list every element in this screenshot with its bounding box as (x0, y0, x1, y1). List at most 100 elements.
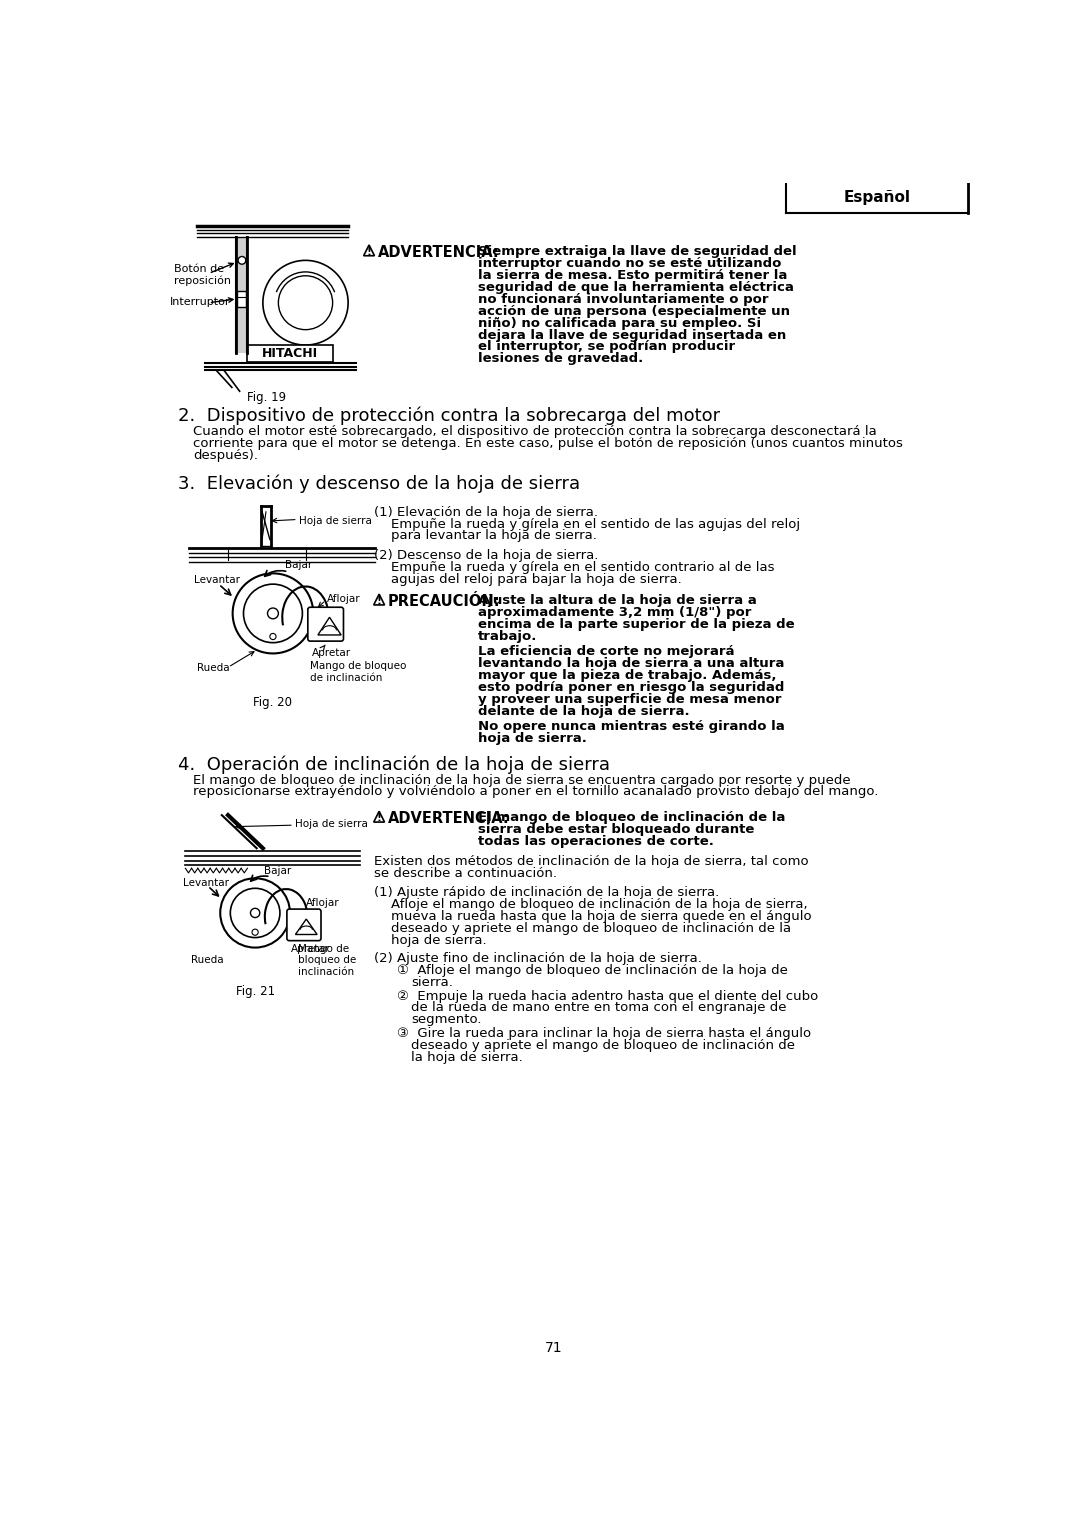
Text: HITACHI: HITACHI (262, 347, 319, 361)
Text: Levantar: Levantar (183, 879, 229, 888)
Text: delante de la hoja de sierra.: delante de la hoja de sierra. (478, 704, 690, 718)
Text: la hoja de sierra.: la hoja de sierra. (410, 1051, 523, 1063)
Text: Cuando el motor esté sobrecargado, el dispositivo de protección contra la sobrec: Cuando el motor esté sobrecargado, el di… (193, 425, 877, 439)
Text: todas las operaciones de corte.: todas las operaciones de corte. (478, 836, 714, 848)
Text: ADVERTENCIA:: ADVERTENCIA: (378, 244, 499, 260)
Polygon shape (318, 617, 341, 636)
Text: lesiones de gravedad.: lesiones de gravedad. (478, 353, 644, 365)
Text: no funcionará involuntariamente o por: no funcionará involuntariamente o por (478, 293, 769, 306)
Circle shape (279, 275, 333, 330)
Text: Español: Español (843, 191, 910, 205)
Text: para levantar la hoja de sierra.: para levantar la hoja de sierra. (391, 530, 596, 542)
Text: sierra debe estar bloqueado durante: sierra debe estar bloqueado durante (478, 824, 755, 836)
Text: hoja de sierra.: hoja de sierra. (391, 934, 486, 947)
Text: hoja de sierra.: hoja de sierra. (478, 732, 588, 744)
Text: !: ! (377, 596, 381, 605)
Bar (238, 292, 246, 307)
Text: Hoja de sierra: Hoja de sierra (296, 819, 368, 830)
Text: se describe a continuación.: se describe a continuación. (374, 866, 556, 880)
Circle shape (238, 257, 246, 264)
Text: Empuñe la rueda y gírela en el sentido de las agujas del reloj: Empuñe la rueda y gírela en el sentido d… (391, 518, 800, 530)
Circle shape (252, 929, 258, 935)
Polygon shape (296, 920, 318, 935)
Text: ①  Afloje el mango de bloqueo de inclinación de la hoja de: ① Afloje el mango de bloqueo de inclinac… (397, 964, 787, 976)
Text: Mango de bloqueo
de inclinación: Mango de bloqueo de inclinación (310, 662, 406, 683)
Text: aproximadamente 3,2 mm (1/8") por: aproximadamente 3,2 mm (1/8") por (478, 607, 752, 619)
Text: de la rueda de mano entre en toma con el engranaje de: de la rueda de mano entre en toma con el… (410, 1001, 786, 1015)
Text: agujas del reloj para bajar la hoja de sierra.: agujas del reloj para bajar la hoja de s… (391, 573, 681, 585)
Text: Fig. 20: Fig. 20 (254, 695, 293, 709)
Text: Apretar: Apretar (291, 944, 329, 953)
Text: (1) Elevación de la hoja de sierra.: (1) Elevación de la hoja de sierra. (374, 506, 597, 518)
Text: esto podría poner en riesgo la seguridad: esto podría poner en riesgo la seguridad (478, 681, 785, 694)
Text: Hoja de sierra: Hoja de sierra (299, 515, 373, 526)
Text: 71: 71 (544, 1340, 563, 1355)
Text: !: ! (377, 813, 381, 824)
Text: Rueda: Rueda (191, 955, 224, 966)
Text: (2) Ajuste fino de inclinación de la hoja de sierra.: (2) Ajuste fino de inclinación de la hoj… (374, 952, 702, 966)
Bar (235, 237, 247, 353)
Text: Fig. 19: Fig. 19 (247, 391, 286, 405)
Text: interruptor cuando no se esté utilizando: interruptor cuando no se esté utilizando (478, 257, 782, 270)
Text: acción de una persona (especialmente un: acción de una persona (especialmente un (478, 304, 791, 318)
FancyBboxPatch shape (287, 909, 321, 941)
Text: Fig. 21: Fig. 21 (235, 984, 274, 998)
Circle shape (230, 888, 280, 938)
Text: Rueda: Rueda (197, 663, 230, 672)
Text: seguridad de que la herramienta eléctrica: seguridad de que la herramienta eléctric… (478, 281, 794, 293)
Text: Aflojar: Aflojar (327, 594, 361, 604)
Text: Mango de
bloqueo de
inclinación: Mango de bloqueo de inclinación (298, 944, 356, 976)
Text: deseado y apriete el mango de bloqueo de inclinación de: deseado y apriete el mango de bloqueo de… (410, 1039, 795, 1051)
Text: Botón de
reposición: Botón de reposición (174, 264, 231, 286)
Circle shape (251, 908, 260, 917)
Text: dejara la llave de seguridad insertada en: dejara la llave de seguridad insertada e… (478, 329, 786, 341)
Text: niño) no calificada para su empleo. Si: niño) no calificada para su empleo. Si (478, 316, 761, 330)
Polygon shape (374, 811, 384, 822)
Text: sierra.: sierra. (410, 976, 453, 989)
Text: el interruptor, se podrían producir: el interruptor, se podrían producir (478, 341, 735, 353)
Text: mayor que la pieza de trabajo. Además,: mayor que la pieza de trabajo. Además, (478, 669, 777, 681)
Circle shape (243, 584, 302, 643)
Text: ADVERTENCIA:: ADVERTENCIA: (388, 811, 510, 827)
Text: Bajar: Bajar (284, 559, 312, 570)
Polygon shape (364, 244, 375, 255)
Text: Empuñe la rueda y gírela en el sentido contrario al de las: Empuñe la rueda y gírela en el sentido c… (391, 561, 774, 575)
Circle shape (268, 608, 279, 619)
Text: PRECAUCIÓN:: PRECAUCIÓN: (388, 594, 500, 610)
Text: ②  Empuje la rueda hacia adentro hasta que el diente del cubo: ② Empuje la rueda hacia adentro hasta qu… (397, 990, 819, 1002)
Text: ③  Gire la rueda para inclinar la hoja de sierra hasta el ángulo: ③ Gire la rueda para inclinar la hoja de… (397, 1027, 811, 1041)
Text: (1) Ajuste rápido de inclinación de la hoja de sierra.: (1) Ajuste rápido de inclinación de la h… (374, 886, 719, 900)
FancyBboxPatch shape (308, 607, 343, 642)
Text: 3.  Elevación y descenso de la hoja de sierra: 3. Elevación y descenso de la hoja de si… (177, 475, 580, 494)
Text: Apretar: Apretar (312, 648, 351, 659)
Text: segmento.: segmento. (410, 1013, 482, 1027)
Polygon shape (374, 594, 384, 605)
Text: trabajo.: trabajo. (478, 630, 538, 643)
Text: (2) Descenso de la hoja de sierra.: (2) Descenso de la hoja de sierra. (374, 549, 598, 562)
Text: reposicionarse extrayéndolo y volviéndolo a poner en el tornillo acanalado provi: reposicionarse extrayéndolo y volviéndol… (193, 785, 878, 799)
Text: Interruptor: Interruptor (170, 298, 230, 307)
Text: El mango de bloqueo de inclinación de la hoja de sierra se encuentra cargado por: El mango de bloqueo de inclinación de la… (193, 773, 851, 787)
Text: 2.  Dispositivo de protección contra la sobrecarga del motor: 2. Dispositivo de protección contra la s… (177, 406, 719, 425)
Text: la sierra de mesa. Esto permitirá tener la: la sierra de mesa. Esto permitirá tener … (478, 269, 787, 281)
Text: !: ! (366, 246, 372, 257)
Text: mueva la rueda hasta que la hoja de sierra quede en el ángulo: mueva la rueda hasta que la hoja de sier… (391, 911, 811, 923)
Text: Afloje el mango de bloqueo de inclinación de la hoja de sierra,: Afloje el mango de bloqueo de inclinació… (391, 898, 808, 911)
Circle shape (262, 260, 348, 345)
Text: Aflojar: Aflojar (307, 897, 340, 908)
Text: después).: después). (193, 449, 258, 461)
Text: 4.  Operación de inclinación de la hoja de sierra: 4. Operación de inclinación de la hoja d… (177, 755, 609, 773)
Bar (247, 345, 333, 362)
Text: El mango de bloqueo de inclinación de la: El mango de bloqueo de inclinación de la (478, 811, 786, 824)
Text: encima de la parte superior de la pieza de: encima de la parte superior de la pieza … (478, 617, 795, 631)
Text: y proveer una superficie de mesa menor: y proveer una superficie de mesa menor (478, 692, 782, 706)
Text: corriente para que el motor se detenga. En este caso, pulse el botón de reposici: corriente para que el motor se detenga. … (193, 437, 903, 451)
Text: Siempre extraiga la llave de seguridad del: Siempre extraiga la llave de seguridad d… (478, 244, 797, 258)
Circle shape (270, 634, 276, 640)
Text: deseado y apriete el mango de bloqueo de inclinación de la: deseado y apriete el mango de bloqueo de… (391, 923, 791, 935)
Text: levantando la hoja de sierra a una altura: levantando la hoja de sierra a una altur… (478, 657, 785, 669)
Text: Levantar: Levantar (194, 575, 240, 585)
Circle shape (220, 879, 291, 947)
Circle shape (232, 573, 313, 654)
Text: No opere nunca mientras esté girando la: No opere nunca mientras esté girando la (478, 720, 785, 732)
